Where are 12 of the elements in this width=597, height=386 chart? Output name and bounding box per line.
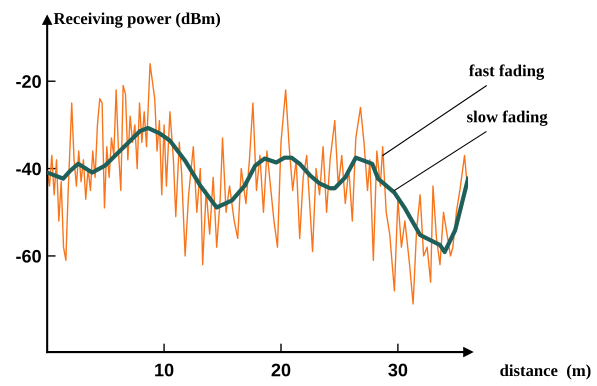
x-tick-label: 20: [272, 364, 290, 376]
y-tick-label: -40: [16, 162, 41, 176]
y-axis-title: Receiving power (dBm): [54, 12, 220, 28]
annotation: slow fading: [467, 110, 548, 126]
y-tick-label: -60: [16, 250, 41, 263]
annotation: fast fading: [468, 64, 544, 80]
x-tick-label: 10: [155, 364, 174, 376]
line-series: [47, 126, 468, 254]
x-axis-title: distance (m): [500, 364, 591, 380]
x-tick-label: 30: [388, 364, 408, 376]
y-tick-label: -20: [16, 75, 41, 88]
line-series: [47, 63, 468, 305]
